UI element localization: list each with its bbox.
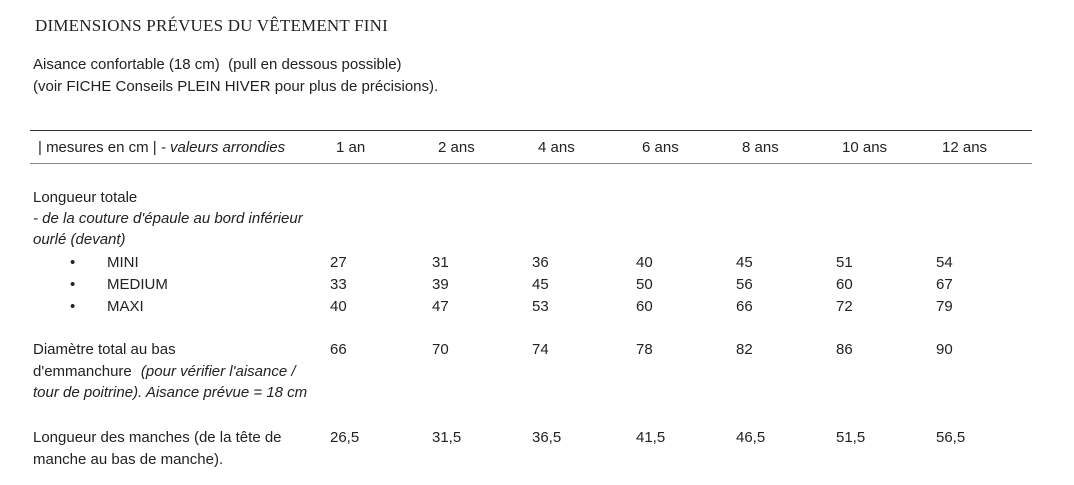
cell: 31 <box>432 254 449 271</box>
row-label: MINI <box>107 254 139 271</box>
cell: 41,5 <box>636 429 666 446</box>
column-header: 8 ans <box>742 139 779 156</box>
cell: 90 <box>936 341 953 358</box>
cell: 53 <box>532 298 549 315</box>
cell: 47 <box>432 298 449 315</box>
row-note: - de la couture d'épaule au bord inférie… <box>33 210 303 227</box>
row-title: d'emmanchure (pour vérifier l'aisance / <box>33 363 296 381</box>
cell: 51,5 <box>836 429 866 446</box>
cell: 56 <box>736 276 753 293</box>
cell: 50 <box>636 276 653 293</box>
cell: 70 <box>432 341 449 358</box>
column-header: 12 ans <box>942 139 988 156</box>
header-note: - valeurs arrondies <box>160 139 286 156</box>
cell: 60 <box>836 276 853 293</box>
table-rule <box>30 163 1032 164</box>
cell: 78 <box>636 341 653 358</box>
cell: 39 <box>432 276 449 293</box>
cell: 74 <box>532 341 549 358</box>
cell: 45 <box>532 276 549 293</box>
cell: 36,5 <box>532 429 562 446</box>
intro-text: (voir <box>33 78 63 95</box>
cell: 31,5 <box>432 429 462 446</box>
column-header: 6 ans <box>642 139 679 156</box>
cell: 51 <box>836 254 853 271</box>
cell: 46,5 <box>736 429 766 446</box>
cell: 40 <box>330 298 347 315</box>
title: DIMENSIONS PRÉVUES DU VÊTEMENT FINI <box>35 16 388 35</box>
cell: 66 <box>330 341 347 358</box>
header-units: | mesures en cm | <box>38 139 157 156</box>
cell: 27 <box>330 254 347 271</box>
bullet: • <box>70 254 76 271</box>
row-note: (pour vérifier l'aisance / <box>140 363 296 380</box>
column-header: 1 an <box>336 139 366 156</box>
intro-emphasis: FICHE Conseils PLEIN HIVER <box>66 78 271 95</box>
intro-line: Aisance confortable (18 cm) (pull en des… <box>33 56 402 74</box>
column-header: 4 ans <box>538 139 575 156</box>
row-title: d'emmanchure <box>33 363 132 380</box>
cell: 72 <box>836 298 853 315</box>
intro-text: pour plus de précisions). <box>274 78 439 95</box>
intro-emphasis: Aisance confortable (18 cm) <box>33 56 220 73</box>
cell: 66 <box>736 298 753 315</box>
cell: 26,5 <box>330 429 360 446</box>
cell: 82 <box>736 341 753 358</box>
row-note: ourlé (devant) <box>33 231 126 248</box>
cell: 45 <box>736 254 753 271</box>
row-title: Longueur des manches <box>33 429 190 446</box>
bullet: • <box>70 276 76 293</box>
cell: 54 <box>936 254 953 271</box>
cell: 56,5 <box>936 429 966 446</box>
row-title: Longueur totale <box>33 189 138 206</box>
cell: 79 <box>936 298 953 315</box>
column-header: 10 ans <box>842 139 888 156</box>
column-header: 2 ans <box>438 139 475 156</box>
table-rule <box>30 130 1032 131</box>
cell: 60 <box>636 298 653 315</box>
intro-text: (pull en dessous possible) <box>228 56 402 73</box>
cell: 33 <box>330 276 347 293</box>
row-note: tour de poitrine). Aisance prévue = 18 c… <box>33 384 308 401</box>
bullet: • <box>70 298 76 315</box>
row-title: Longueur des manches (de la tête de <box>33 429 282 447</box>
cell: 40 <box>636 254 653 271</box>
row-note: (de la tête de <box>193 429 282 446</box>
row-note: manche au bas de manche). <box>33 451 224 468</box>
row-title: Diamètre total au bas <box>33 341 176 358</box>
cell: 86 <box>836 341 853 358</box>
cell: 36 <box>532 254 549 271</box>
row-label: MAXI <box>107 298 144 315</box>
header-label: | mesures en cm | - valeurs arrondies <box>38 139 285 157</box>
row-label: MEDIUM <box>107 276 168 293</box>
cell: 67 <box>936 276 953 293</box>
intro-line: (voir FICHE Conseils PLEIN HIVER pour pl… <box>33 78 438 96</box>
